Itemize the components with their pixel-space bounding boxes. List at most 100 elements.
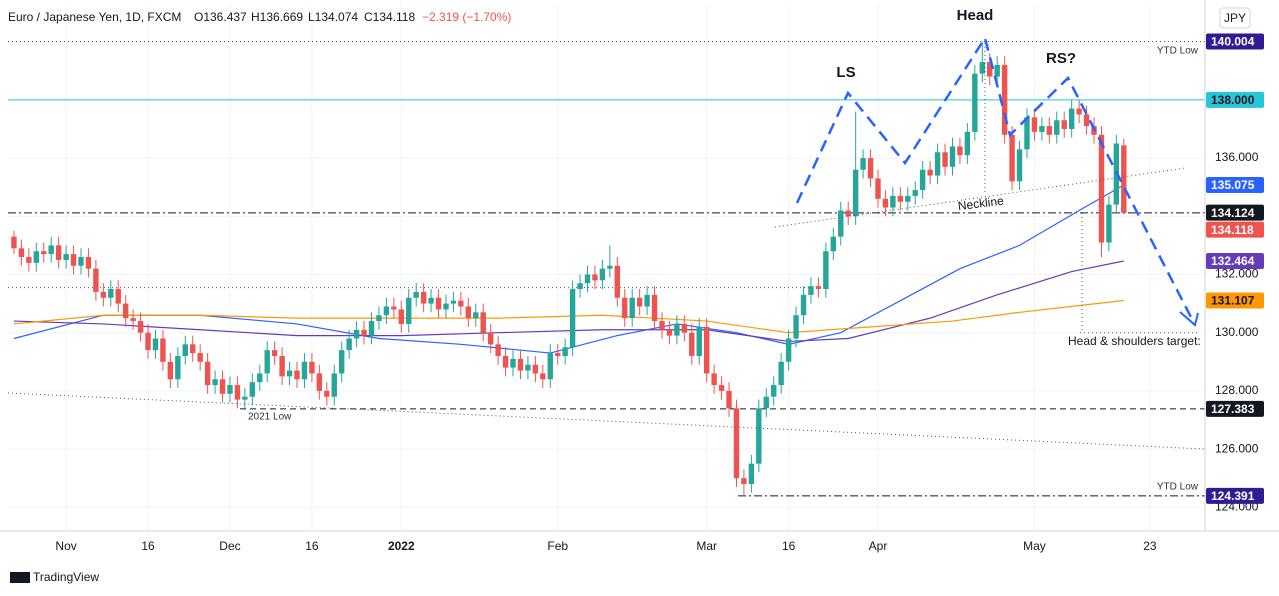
candle-body [63, 254, 69, 260]
y-tick-label: 128.000 [1215, 383, 1259, 397]
candle-body [838, 210, 844, 237]
candle-body [458, 300, 464, 307]
price-badge-label: 124.391 [1211, 489, 1255, 503]
candle-body [778, 361, 784, 386]
candle-body [629, 297, 635, 319]
candle-body [450, 300, 457, 304]
candle-body [763, 396, 769, 409]
candle-body [33, 251, 40, 263]
x-tick-label: May [1023, 539, 1046, 553]
candle-body [569, 289, 576, 348]
annotation: Head [957, 7, 994, 24]
price-badge [1206, 33, 1264, 50]
candle-body [882, 198, 889, 208]
candle-body [316, 373, 323, 391]
candle-body [145, 332, 151, 351]
candle-body [599, 268, 606, 281]
candle-body [18, 248, 25, 258]
candle-body [368, 321, 375, 336]
candle-body [420, 291, 427, 304]
candle-body [748, 463, 755, 485]
annotation: YTD Low [1157, 482, 1199, 493]
price-badge [1206, 204, 1264, 221]
candle-body [264, 350, 270, 374]
candle-body [495, 344, 501, 356]
candle-body [197, 353, 203, 362]
symbol: Euro / Japanese Yen, 1D, FXCM [8, 10, 181, 24]
candle-body [860, 158, 866, 170]
ohlc-low: L134.074 [308, 10, 358, 24]
price-badge [1206, 292, 1264, 309]
ohlc-change: −2.319 (−1.70%) [422, 10, 511, 24]
candle-body [324, 390, 330, 397]
y-tick-label: 132.000 [1215, 267, 1259, 281]
candle-body [592, 274, 598, 281]
pattern-line [795, 34, 1197, 326]
annotation: RS? [1046, 50, 1076, 67]
brand-logo [10, 572, 30, 583]
candle-body [361, 329, 367, 336]
candle-body [823, 251, 829, 290]
price-badge-label: 127.383 [1211, 402, 1255, 416]
candle-body [987, 62, 993, 77]
candle-body [540, 373, 546, 380]
x-tick-label: 16 [305, 539, 319, 553]
currency-button[interactable] [1219, 7, 1251, 29]
candle-body [555, 353, 561, 356]
candle-body [756, 408, 762, 464]
x-tick-label: Feb [547, 539, 568, 553]
candle-body [1054, 120, 1060, 135]
x-tick-label: Mar [696, 539, 717, 553]
candle-body [1001, 64, 1008, 135]
candle-body [391, 306, 397, 310]
candle-body [1009, 134, 1015, 182]
candle-body [957, 146, 963, 156]
candle-body [249, 382, 256, 397]
candle-body [271, 350, 278, 356]
candle-body [1076, 108, 1082, 115]
price-badge-label: 134.118 [1211, 223, 1254, 237]
ohlc-open: O136.437 [194, 10, 247, 24]
candle-body [242, 396, 248, 400]
candle-body [190, 344, 196, 354]
candle-body [26, 257, 32, 263]
candle-body [182, 344, 188, 356]
candle-body [1024, 117, 1030, 150]
candle-body [614, 265, 621, 298]
candle-body [257, 373, 263, 383]
candle-body [733, 408, 740, 479]
price-badge-label: 134.124 [1211, 206, 1255, 220]
annotation: LS [836, 64, 855, 81]
price-badge [1206, 176, 1264, 193]
candle-body [55, 245, 62, 260]
candle-body [964, 131, 971, 156]
candle-body [875, 178, 881, 199]
candle-body [41, 251, 47, 255]
candle-body [1098, 134, 1105, 243]
candle-body [406, 297, 412, 324]
candle-body [78, 257, 84, 266]
candle-body [517, 358, 524, 371]
ohlc-high: H136.669 [251, 10, 303, 24]
candle-body [934, 152, 941, 176]
currency-label[interactable]: JPY [1224, 11, 1246, 25]
candle-body [785, 338, 792, 362]
candle-body [510, 358, 516, 368]
candle-body [636, 297, 643, 307]
candle-body [897, 195, 904, 202]
candle-body [353, 329, 360, 339]
candle-body [927, 169, 933, 176]
candle-body [562, 347, 568, 356]
annotation: YTD Low [1157, 46, 1199, 57]
price-badge [1206, 91, 1264, 108]
candle-body [912, 190, 918, 196]
price-badge-label: 132.464 [1211, 254, 1255, 268]
price-badge [1206, 400, 1264, 417]
candle-body [584, 274, 591, 284]
candle-body [1068, 108, 1075, 129]
candle-body [852, 169, 859, 217]
candle-body [1083, 114, 1090, 127]
candle-body [703, 326, 710, 374]
